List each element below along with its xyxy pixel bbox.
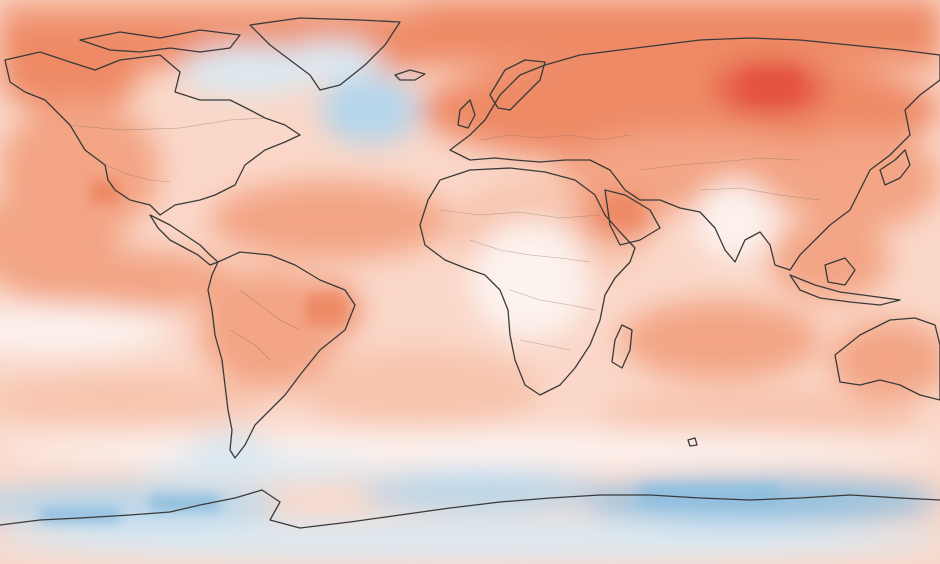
coast-greenland [249,17,401,91]
warm-brazil-core [305,295,345,325]
coast-madagascar [611,324,633,369]
coast-new-zealand [687,437,698,447]
border-africa-1 [439,209,601,219]
neutral-africa [470,220,590,340]
coast-borneo [824,257,856,286]
warm-alaska [0,50,140,110]
coast-arctic-islands [79,29,241,53]
coast-iceland [394,69,426,81]
warm-mid-pacific [0,250,240,310]
coast-south-america [207,251,356,459]
border-africa-3 [509,289,596,311]
neutral-eastern-pacific [0,305,170,355]
country-borders [69,117,821,361]
warm-australia [830,320,940,400]
coast-central-america [149,214,219,266]
coast-scandinavia [489,59,546,111]
warm-indian-ocean [620,300,820,380]
border-europe [479,134,631,141]
neutral-southern-band [0,430,940,470]
border-asia-1 [639,157,801,171]
warm-south-pacific [0,375,260,425]
warm-southeast-asia [770,220,890,300]
warm-east-asia [780,130,940,230]
warm-band-eurasia [420,0,940,60]
warm-tropical-atlantic [210,180,450,260]
warm-baja-core [90,180,120,205]
border-south-america-1 [239,289,301,331]
hotspot-siberia-core [748,72,798,100]
coast-australia [834,317,940,401]
coast-africa [419,167,636,396]
coast-eurasia [449,37,940,271]
cool-atlantic-core [345,95,390,125]
coast-arabia [604,189,661,246]
cool-southern-ocean-atlantic [360,470,600,510]
border-us-mexico [104,164,171,183]
coast-indonesia [789,274,901,306]
cool-greenland-sea [280,40,380,80]
border-south-america-2 [229,329,271,361]
coast-japan [879,149,911,186]
border-us-canada [69,117,266,131]
border-asia-2 [699,187,821,201]
coast-antarctica [0,489,940,529]
border-africa-4 [519,339,571,351]
warm-arabia-core [605,195,640,225]
warm-central-asia [560,130,840,210]
anomaly-accents [40,72,798,522]
neutral-india [695,180,775,260]
border-africa-2 [469,239,591,263]
cool-southern-core-1 [150,495,220,511]
cool-southern-core-3 [640,485,780,505]
coast-north-america [4,51,301,216]
coast-uk [457,99,476,129]
cool-antarctica [0,518,940,562]
warm-south-atlantic [300,350,540,430]
coastlines [0,17,940,529]
